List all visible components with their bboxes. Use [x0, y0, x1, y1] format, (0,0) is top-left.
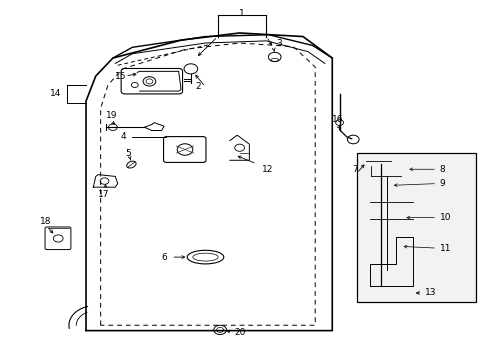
- Text: 3: 3: [276, 39, 282, 48]
- Text: 5: 5: [125, 149, 130, 158]
- Text: 7: 7: [351, 165, 357, 174]
- Text: 6: 6: [161, 253, 167, 262]
- Text: 10: 10: [439, 213, 450, 222]
- Text: 20: 20: [234, 328, 245, 337]
- Text: 2: 2: [195, 82, 201, 91]
- Text: 18: 18: [40, 217, 51, 226]
- Text: 11: 11: [439, 244, 450, 253]
- Text: 15: 15: [115, 72, 126, 81]
- Text: 16: 16: [331, 114, 343, 123]
- Text: 14: 14: [49, 89, 61, 98]
- Text: 17: 17: [98, 190, 109, 199]
- Text: 8: 8: [439, 165, 445, 174]
- Text: 1: 1: [239, 9, 244, 18]
- Text: 19: 19: [105, 111, 117, 120]
- Text: 4: 4: [120, 132, 125, 141]
- Text: 13: 13: [424, 288, 435, 297]
- Bar: [356, 153, 475, 302]
- Text: 9: 9: [439, 179, 445, 188]
- Text: 12: 12: [261, 165, 272, 174]
